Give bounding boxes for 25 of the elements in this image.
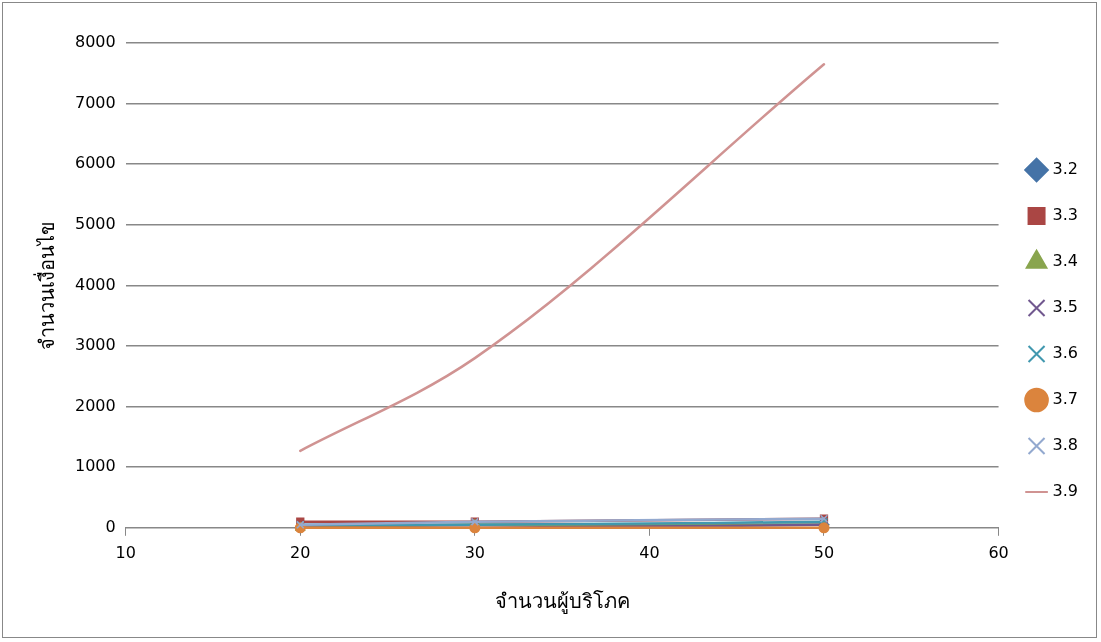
legend-label: 3.3: [1052, 205, 1079, 225]
x-tick-label: 20: [290, 542, 311, 562]
y-tick-label: 2000: [75, 395, 116, 415]
y-tick-label: 0: [105, 516, 116, 536]
y-tick-label: 1000: [75, 456, 116, 476]
y-tick-label: 7000: [75, 92, 116, 112]
legend-label: 3.5: [1052, 297, 1079, 317]
x-tick-label: 10: [115, 542, 136, 562]
legend-label: 3.7: [1052, 389, 1079, 409]
y-tick-label: 4000: [75, 274, 116, 294]
x-tick-label: 50: [813, 542, 835, 562]
y-tick-label: 8000: [75, 32, 116, 52]
legend-label: 3.6: [1052, 343, 1079, 363]
legend-label: 3.4: [1052, 251, 1079, 271]
y-tick-label: 6000: [75, 153, 116, 173]
y-tick-label: 5000: [75, 213, 116, 233]
legend-label: 3.8: [1052, 435, 1079, 455]
x-tick-label: 30: [464, 542, 486, 562]
y-tick-label: 3000: [75, 335, 116, 355]
x-tick-label: 40: [639, 542, 660, 562]
legend-label: 3.9: [1052, 481, 1079, 501]
x-tick-label: 60: [988, 542, 1009, 562]
legend-label: 3.2: [1052, 159, 1079, 179]
x-axis-title: จำนวนผู้บริโภค: [494, 589, 630, 615]
y-axis-title: จำนวนเงื่อนไข: [33, 220, 60, 350]
